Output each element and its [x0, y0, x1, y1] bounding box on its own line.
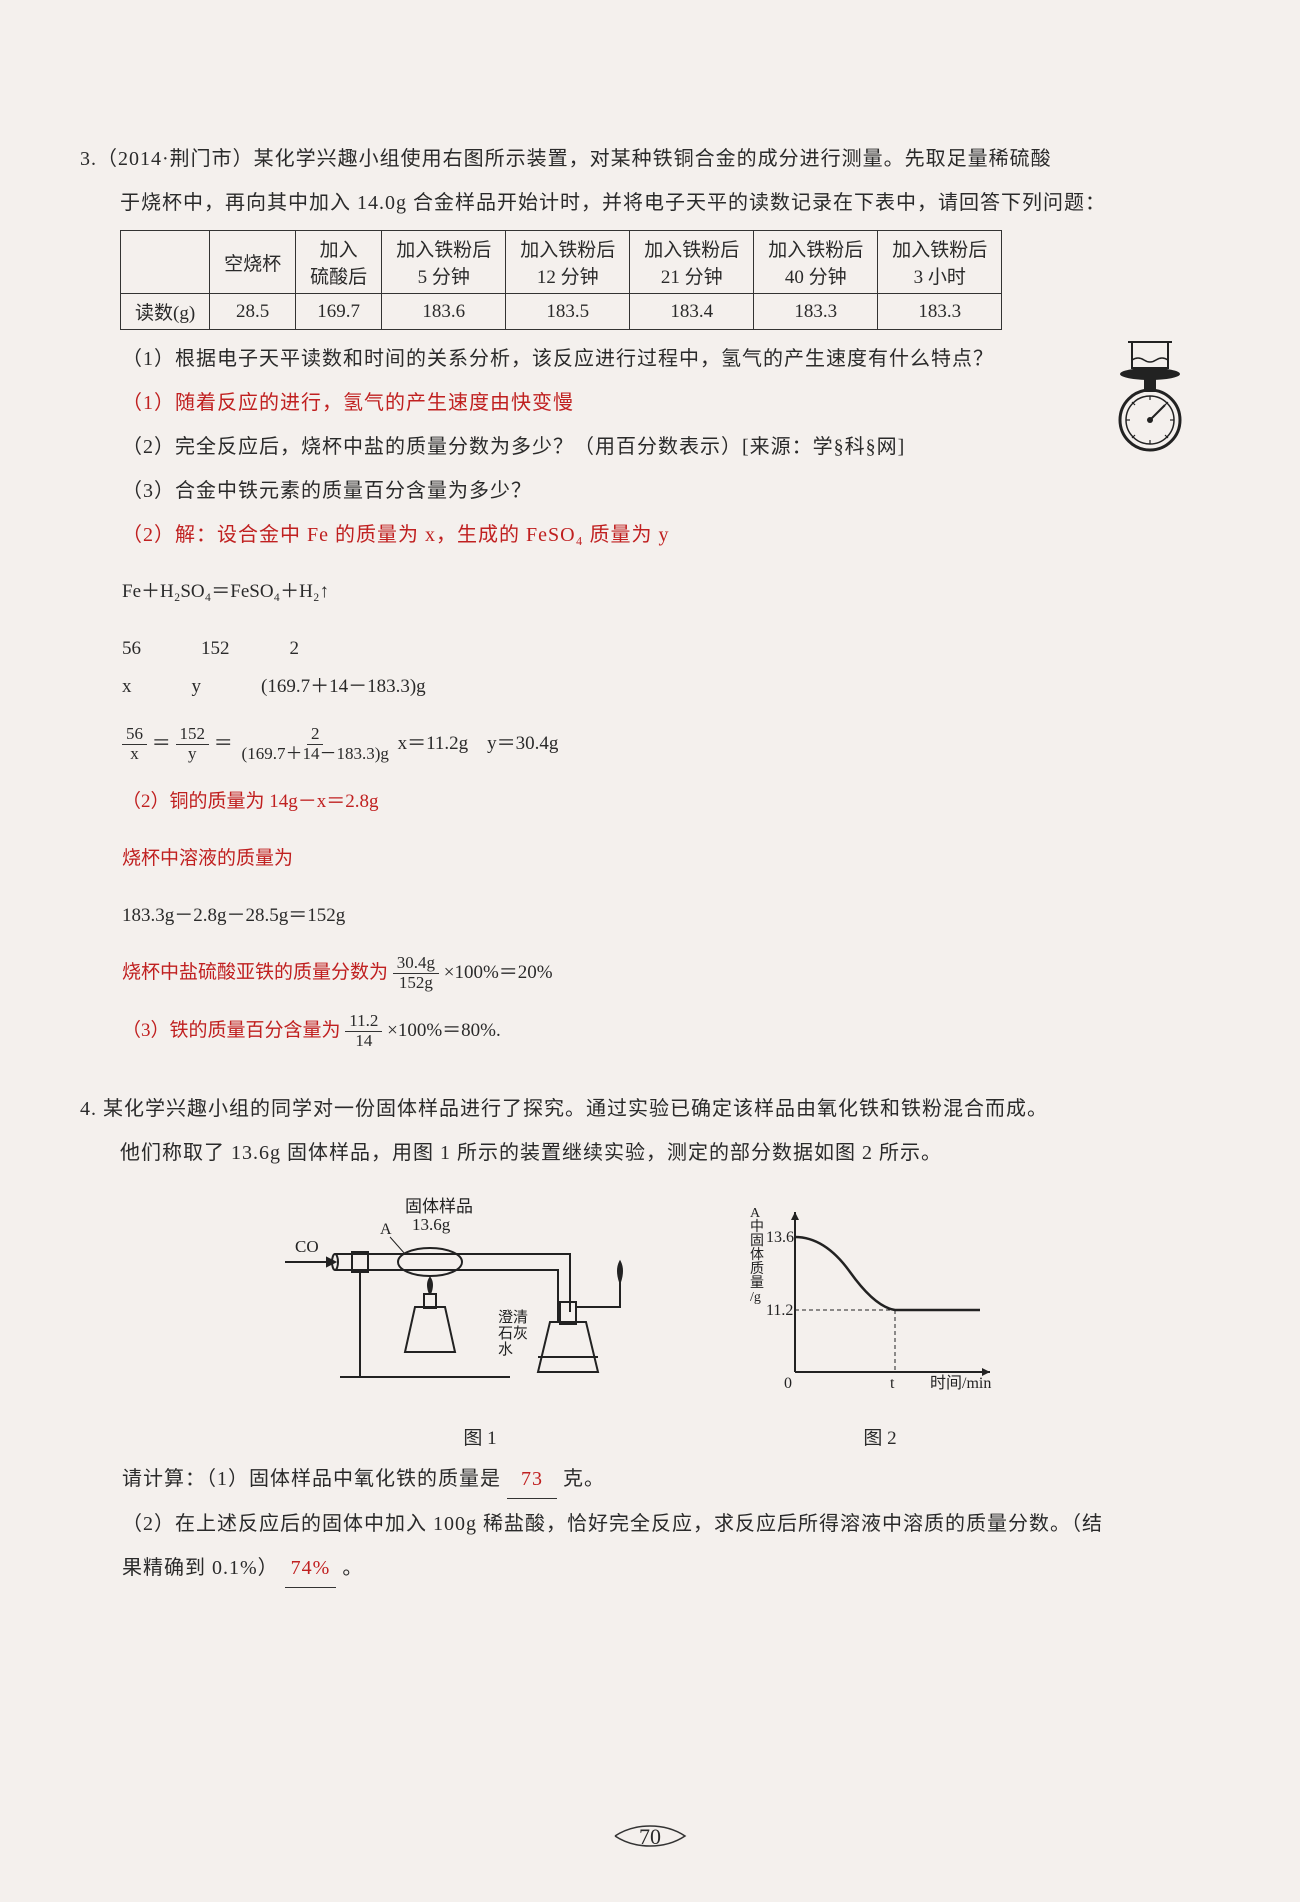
- m-fe: 56: [122, 630, 141, 668]
- y-13.6: 13.6: [766, 1229, 794, 1246]
- cell-6: 183.3: [878, 294, 1002, 330]
- sample-label: 固体样品: [405, 1197, 473, 1216]
- th-12min: 加入铁粉后 12 分钟: [506, 231, 630, 294]
- var-diff: (169.7＋14－183.3)g: [261, 668, 426, 706]
- q3-sub3: （3）合金中铁元素的质量百分含量为多少？: [122, 472, 1220, 510]
- q4-line1: 4. 某化学兴趣小组的同学对一份固体样品进行了探究。通过实验已确定该样品由氧化铁…: [80, 1090, 1220, 1128]
- fig2-caption: 图 2: [740, 1423, 1020, 1450]
- solve-result: x＝11.2g y＝30.4g: [398, 733, 559, 754]
- th-5min: 加入铁粉后 5 分钟: [382, 231, 506, 294]
- frac-56-x: 56x: [122, 725, 147, 763]
- page-num-text: 70: [639, 1824, 661, 1850]
- q3-calculation: Fe＋H₂SO₄＝FeSO₄＋H₂↑ 56 152 2 x y (169.7＋1…: [122, 573, 1220, 1050]
- a-label: A: [380, 1221, 392, 1238]
- molar-row: 56 152 2: [122, 630, 1220, 668]
- fe-pct-line: （3）铁的质量百分含量为 11.214 ×100%＝80%.: [122, 1012, 1220, 1051]
- question-3: 3.（2014·荆门市）某化学兴趣小组使用右图所示装置，对某种铁铜合金的成分进行…: [80, 140, 1220, 1050]
- x-label: 时间/min: [930, 1374, 991, 1392]
- proportion-line: 56x ＝ 152y ＝ 2(169.7＋14－183.3)g x＝11.2g …: [122, 725, 1220, 764]
- th-40min: 加入铁粉后 40 分钟: [754, 231, 878, 294]
- q4-sub2a: （2）在上述反应后的固体中加入 100g 稀盐酸，恰好完全反应，求反应后所得溶液…: [122, 1505, 1220, 1543]
- chart-svg: A中固体质量/g 13.6 11.2 0 t 时间/min: [740, 1192, 1020, 1412]
- table-data-row: 读数(g) 28.5 169.7 183.6 183.5 183.4 183.3…: [121, 294, 1002, 330]
- lime-label: 澄清石灰水: [498, 1309, 528, 1358]
- q3-sub1: （1）根据电子天平读数和时间的关系分析，该反应进行过程中，氢气的产生速度有什么特…: [122, 340, 1220, 378]
- th-blank: [121, 231, 210, 294]
- question-4: 4. 某化学兴趣小组的同学对一份固体样品进行了探究。通过实验已确定该样品由氧化铁…: [80, 1090, 1220, 1588]
- sol-mass-label: 烧杯中溶液的质量为: [122, 840, 1220, 878]
- q3-line1: 3.（2014·荆门市）某化学兴趣小组使用右图所示装置，对某种铁铜合金的成分进行…: [80, 140, 1220, 178]
- cell-0: 28.5: [210, 294, 296, 330]
- cu-mass: （2）铜的质量为 14g－x＝2.8g: [122, 783, 1220, 821]
- var-x: x: [122, 668, 132, 706]
- q4-ans2: 74%: [285, 1549, 337, 1588]
- q4-line2: 他们称取了 13.6g 固体样品，用图 1 所示的装置继续实验，测定的部分数据如…: [80, 1134, 1220, 1172]
- apparatus-svg: CO A 固体样品 13.6g 澄清石灰水: [280, 1192, 680, 1412]
- cell-5: 183.3: [754, 294, 878, 330]
- th-21min: 加入铁粉后 21 分钟: [630, 231, 754, 294]
- frac-152-y: 152y: [176, 725, 210, 763]
- y-axis-label: A中固体质量/g: [750, 1206, 764, 1305]
- fe-pct-label: （3）铁的质量百分含量为: [122, 1020, 341, 1041]
- q3-sub2: （2）完全反应后，烧杯中盐的质量分数为多少？（用百分数表示）[来源：学§科§网]: [122, 428, 1220, 466]
- q3-ans2-setup: （2）解：设合金中 Fe 的质量为 x，生成的 FeSO₄ 质量为 y: [122, 516, 1220, 554]
- th-3h: 加入铁粉后 3 小时: [878, 231, 1002, 294]
- table-header-row: 空烧杯 加入 硫酸后 加入铁粉后 5 分钟 加入铁粉后 12 分钟 加入铁粉后 …: [121, 231, 1002, 294]
- q3-intro: 3.（2014·荆门市）某化学兴趣小组使用右图所示装置，对某种铁铜合金的成分进行…: [80, 140, 1220, 222]
- co-label: CO: [295, 1237, 319, 1256]
- eq-line: Fe＋H₂SO₄＝FeSO₄＋H₂↑: [122, 573, 1220, 611]
- q3-ans1: （1）随着反应的进行，氢气的产生速度由快变慢: [122, 384, 1220, 422]
- row-label: 读数(g): [121, 294, 210, 330]
- frac-salt: 30.4g152g: [393, 954, 439, 992]
- salt-pct-line: 烧杯中盐硫酸亚铁的质量分数为 30.4g152g ×100%＝20%: [122, 954, 1220, 993]
- x-t: t: [890, 1375, 895, 1392]
- page-number: 70: [610, 1820, 690, 1852]
- cell-3: 183.5: [506, 294, 630, 330]
- y-11.2: 11.2: [766, 1302, 793, 1319]
- fe-pct-val: ×100%＝80%.: [387, 1020, 501, 1041]
- q3-data-table: 空烧杯 加入 硫酸后 加入铁粉后 5 分钟 加入铁粉后 12 分钟 加入铁粉后 …: [120, 230, 1002, 330]
- var-y: y: [192, 668, 202, 706]
- m-h2: 2: [290, 630, 300, 668]
- th-empty-beaker: 空烧杯: [210, 231, 296, 294]
- figure-1: CO A 固体样品 13.6g 澄清石灰水 图 1: [280, 1192, 680, 1450]
- balance-scale-icon: [1110, 340, 1190, 460]
- fig1-caption: 图 1: [280, 1423, 680, 1450]
- cell-4: 183.4: [630, 294, 754, 330]
- q3-line2: 于烧杯中，再向其中加入 14.0g 合金样品开始计时，并将电子天平的读数记录在下…: [80, 184, 1220, 222]
- frac-fe: 11.214: [345, 1012, 382, 1050]
- q4-sub2b: 果精确到 0.1%） 74% 。: [122, 1549, 1220, 1588]
- var-row: x y (169.7＋14－183.3)g: [122, 668, 1220, 706]
- q4-intro: 4. 某化学兴趣小组的同学对一份固体样品进行了探究。通过实验已确定该样品由氧化铁…: [80, 1090, 1220, 1172]
- origin-0: 0: [784, 1375, 792, 1392]
- m-feso4: 152: [201, 630, 230, 668]
- frac-2-diff: 2(169.7＋14－183.3)g: [238, 725, 393, 763]
- cell-1: 169.7: [296, 294, 382, 330]
- figure-row: CO A 固体样品 13.6g 澄清石灰水 图 1: [80, 1192, 1220, 1450]
- scale-svg: [1110, 340, 1190, 460]
- salt-pct-label: 烧杯中盐硫酸亚铁的质量分数为: [122, 962, 388, 983]
- q4-sub1: 请计算：（1）固体样品中氧化铁的质量是 73 克。: [122, 1460, 1220, 1499]
- page-container: 3.（2014·荆门市）某化学兴趣小组使用右图所示装置，对某种铁铜合金的成分进行…: [0, 0, 1300, 1688]
- q4-subquestions: 请计算：（1）固体样品中氧化铁的质量是 73 克。 （2）在上述反应后的固体中加…: [122, 1460, 1220, 1588]
- sample-mass: 13.6g: [412, 1215, 451, 1234]
- th-acid: 加入 硫酸后: [296, 231, 382, 294]
- sol-mass: 183.3g－2.8g－28.5g＝152g: [122, 897, 1220, 935]
- cell-2: 183.6: [382, 294, 506, 330]
- salt-pct-val: ×100%＝20%: [444, 962, 553, 983]
- q3-subquestions: （1）根据电子天平读数和时间的关系分析，该反应进行过程中，氢气的产生速度有什么特…: [122, 340, 1220, 554]
- figure-2: A中固体质量/g 13.6 11.2 0 t 时间/min 图 2: [740, 1192, 1020, 1450]
- q4-ans1: 73: [507, 1460, 557, 1499]
